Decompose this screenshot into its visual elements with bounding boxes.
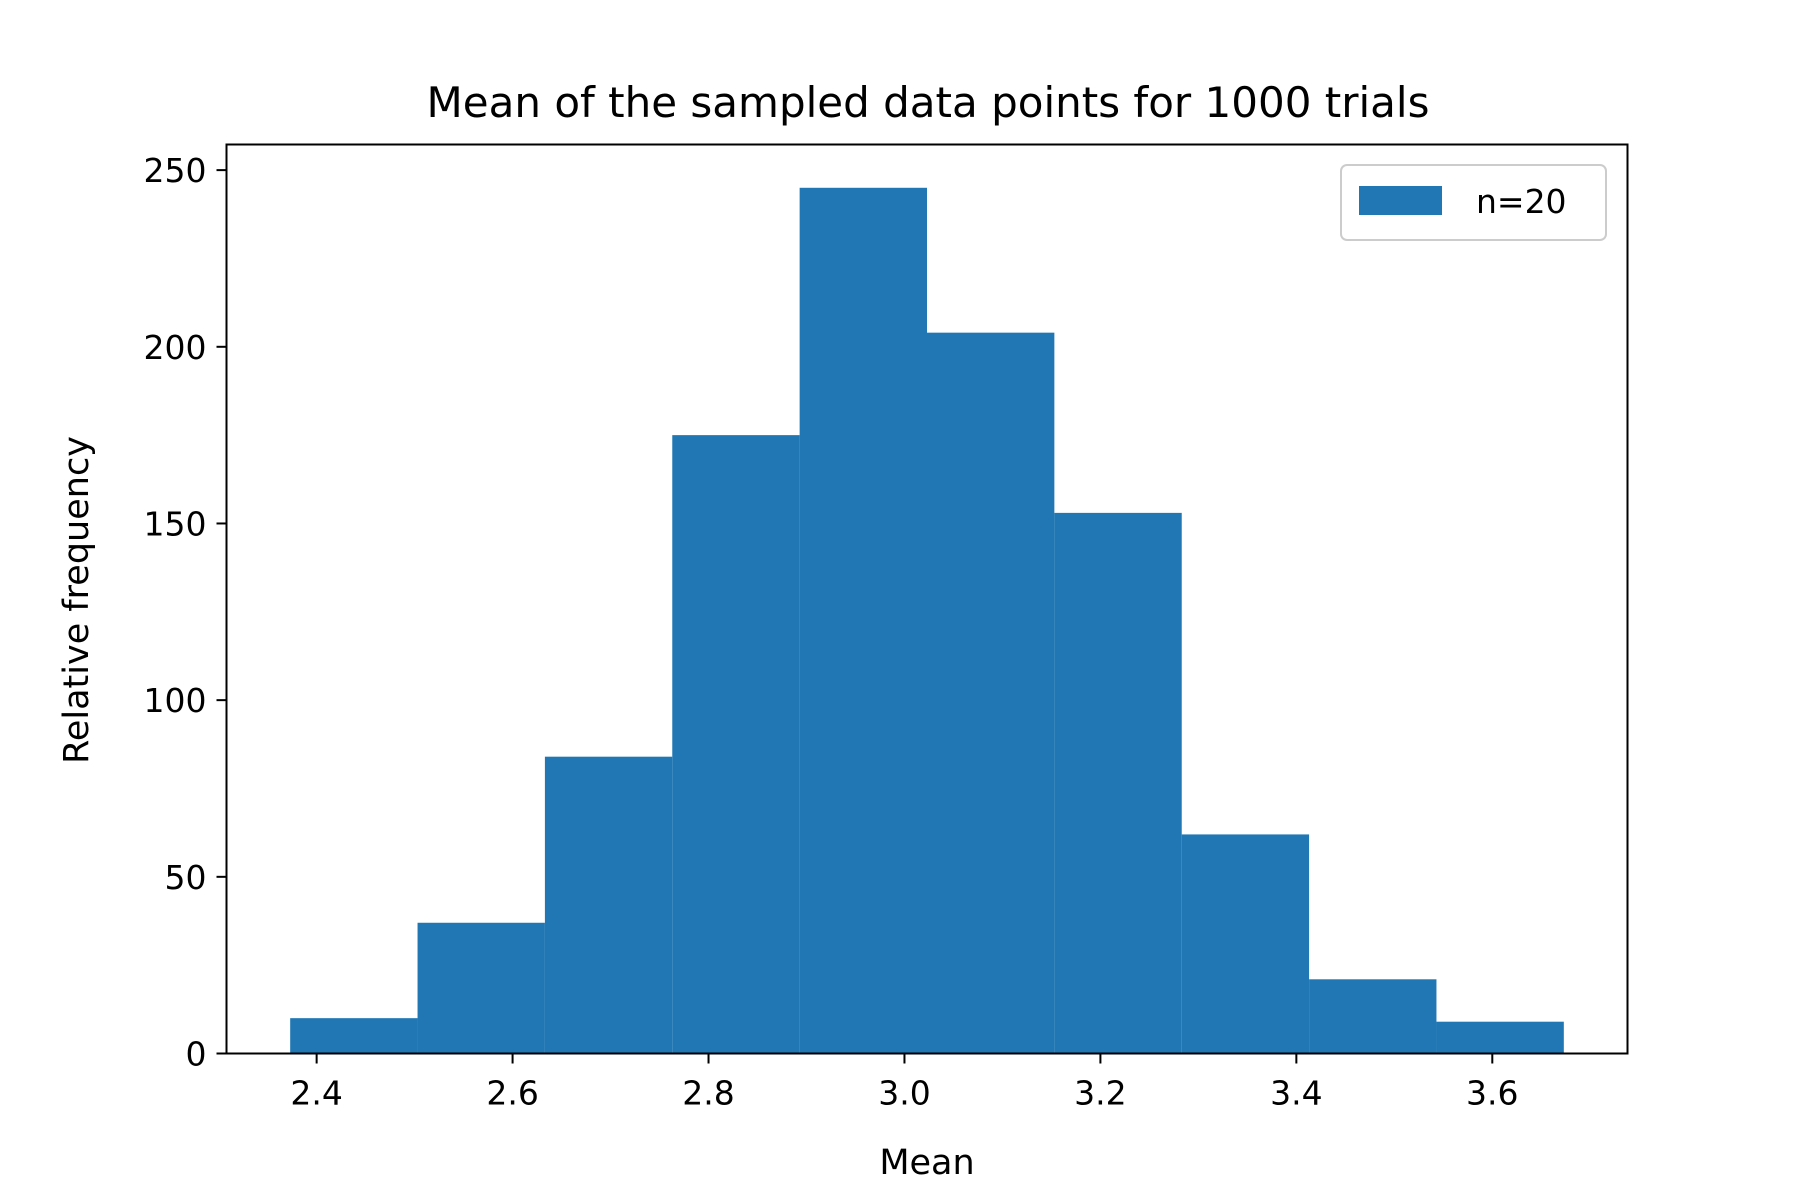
histogram-bar-0	[290, 1018, 418, 1054]
legend: n=20	[1340, 164, 1607, 241]
x-tick-label-3: 3.0	[878, 1074, 930, 1113]
histogram-bar-4	[799, 187, 927, 1054]
histogram-bar-3	[672, 435, 800, 1054]
legend-box	[1340, 164, 1607, 241]
x-tick-label-1: 2.6	[486, 1074, 538, 1113]
x-tick-label-2: 2.8	[682, 1074, 734, 1113]
x-tick-label-5: 3.4	[1270, 1074, 1322, 1113]
histogram-bar-5	[927, 332, 1055, 1054]
y-tick-label-1: 50	[165, 858, 207, 897]
histogram-bar-2	[544, 756, 673, 1054]
legend-label-n20: n=20	[1476, 182, 1567, 221]
histogram-bar-9	[1436, 1021, 1564, 1054]
chart-title: Mean of the sampled data points for 1000…	[427, 78, 1430, 127]
plot-frame	[225, 143, 1629, 1055]
x-tick-label-6: 3.6	[1466, 1074, 1518, 1113]
y-tick-label-3: 150	[144, 504, 207, 543]
y-tick-label-2: 100	[144, 681, 207, 720]
bars-group	[290, 187, 1564, 1054]
x-tick-label-4: 3.2	[1074, 1074, 1126, 1113]
histogram-bar-6	[1054, 512, 1182, 1054]
y-tick-label-4: 200	[144, 328, 207, 367]
histogram-bar-7	[1181, 834, 1310, 1054]
histogram-bar-1	[417, 922, 545, 1054]
x-axis-title: Mean	[879, 1143, 974, 1183]
x-tick-label-0: 2.4	[290, 1074, 342, 1113]
legend-swatch-n20	[1359, 186, 1442, 215]
histogram-bar-8	[1309, 979, 1437, 1054]
y-tick-label-5: 250	[144, 151, 207, 190]
y-axis-ticks: 0 50 100 150 200 250	[144, 151, 227, 1074]
x-axis-ticks: 2.4 2.6 2.8 3.0 3.2 3.4 3.6	[290, 1053, 1519, 1113]
y-axis-title: Relative frequency	[57, 436, 97, 764]
y-tick-label-0: 0	[186, 1035, 207, 1074]
